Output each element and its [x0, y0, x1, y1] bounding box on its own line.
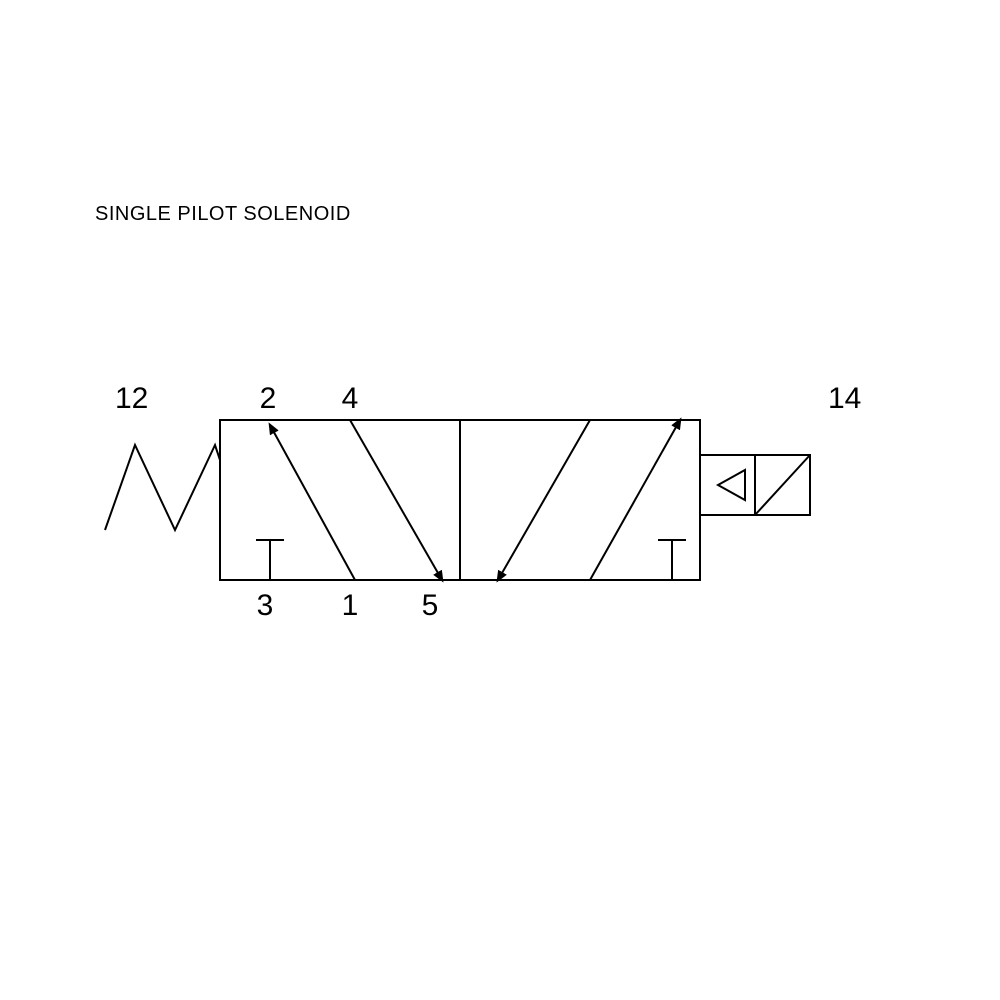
- pneumatic-valve-diagram: SINGLE PILOT SOLENOID 2 4 3 1 5 12 14: [0, 0, 1000, 1000]
- actuator-label-14: 14: [828, 382, 861, 415]
- spring-return-icon: [105, 445, 220, 530]
- port-label-3: 3: [257, 589, 274, 622]
- flow-arrow-right-0: [498, 420, 590, 580]
- flow-arrow-left-0: [270, 425, 355, 580]
- actuator-label-12: 12: [115, 382, 148, 415]
- port-label-1: 1: [342, 589, 359, 622]
- port-label-5: 5: [422, 589, 439, 622]
- port-label-4: 4: [342, 382, 359, 415]
- diagram-title: SINGLE PILOT SOLENOID: [95, 203, 351, 225]
- pilot-triangle-icon: [718, 470, 745, 500]
- flow-arrow-left-1: [350, 420, 442, 580]
- solenoid-diagonal: [755, 455, 810, 515]
- flow-arrow-right-1: [590, 420, 680, 580]
- port-label-2: 2: [260, 382, 277, 415]
